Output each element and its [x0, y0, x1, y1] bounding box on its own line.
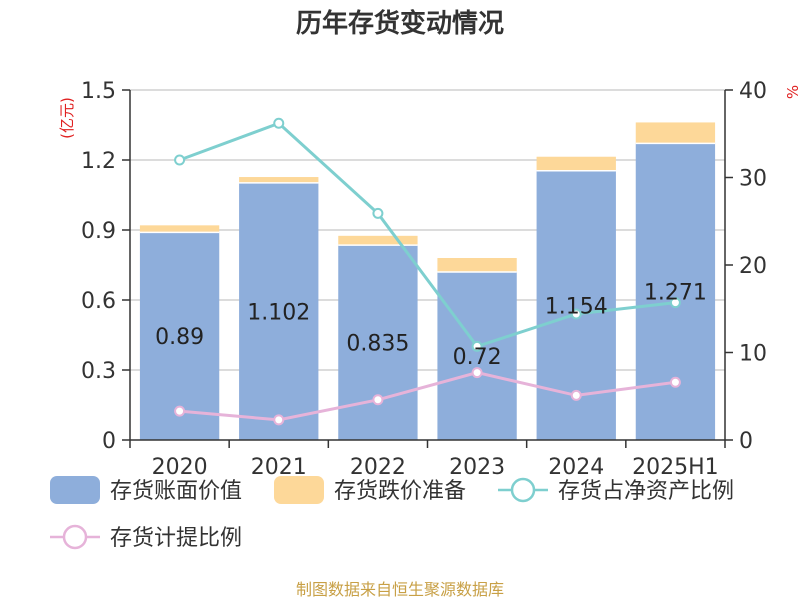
bar-impairment-provision	[536, 156, 616, 171]
left-tick-label: 1.2	[81, 149, 116, 174]
left-tick-label: 0.9	[81, 219, 116, 244]
bar-impairment-provision	[437, 258, 517, 272]
right-axis-unit: %	[784, 85, 800, 99]
bar-value-label: 0.835	[346, 332, 409, 357]
legend-marker	[510, 477, 536, 503]
x-tick-label: 2020	[152, 455, 208, 480]
bar-impairment-provision	[239, 177, 319, 183]
x-tick-label: 2024	[548, 455, 604, 480]
legend-swatch	[274, 476, 324, 504]
left-tick-label: 1.5	[81, 79, 116, 104]
line-point	[570, 308, 582, 320]
left-tick-label: 0	[102, 429, 116, 454]
bar-book-value	[239, 182, 319, 440]
data-labels: 0.89 1.102 0.835 0.72 1.154 1.271	[155, 281, 707, 370]
right-tick-label: 20	[739, 254, 767, 279]
left-tick-label: 0.3	[81, 359, 116, 384]
x-tick-label: 2025H1	[632, 455, 719, 480]
line-point	[174, 405, 186, 417]
right-tick-label: 0	[739, 429, 753, 454]
line-point	[471, 340, 483, 352]
bar-impairment-provision	[139, 225, 220, 233]
line-point	[570, 389, 582, 401]
legend-label: 存货计提比例	[110, 526, 242, 551]
x-tick-label: 2022	[350, 455, 406, 480]
bar-value-label: 1.154	[545, 294, 608, 319]
line-point	[669, 297, 681, 309]
right-tick-label: 40	[739, 79, 767, 104]
legend-label: 存货账面价值	[110, 479, 242, 504]
line-series	[179, 371, 676, 422]
bar-value-label: 1.271	[644, 281, 707, 306]
x-tick-label: 2021	[251, 455, 307, 480]
legend-swatch	[50, 476, 100, 504]
bar-book-value	[338, 245, 418, 440]
legend-label: 存货占净资产比例	[558, 479, 734, 504]
right-tick-label: 10	[739, 342, 767, 367]
bars	[139, 122, 716, 440]
bar-book-value	[635, 143, 716, 440]
line-point	[372, 207, 384, 219]
bar-book-value	[437, 272, 517, 440]
line-point	[174, 154, 186, 166]
source-note: 制图数据来自恒生聚源数据库	[296, 580, 504, 599]
chart-title: 历年存货变动情况	[296, 8, 504, 39]
bar-book-value	[139, 232, 220, 440]
bar-value-label: 0.72	[453, 345, 502, 370]
legend-marker	[62, 524, 88, 550]
gridlines	[130, 89, 725, 371]
bar-value-label: 1.102	[247, 300, 310, 325]
line-point	[273, 414, 285, 426]
line-series	[179, 121, 676, 349]
left-axis-unit: (亿元)	[58, 97, 76, 139]
line-point	[372, 394, 384, 406]
right-tick-label: 30	[739, 167, 767, 192]
line-point	[273, 117, 285, 129]
bar-impairment-provision	[635, 122, 716, 144]
bar-value-label: 0.89	[155, 325, 204, 350]
line-point	[669, 376, 681, 388]
legend-label: 存货跌价准备	[334, 479, 466, 504]
bar-impairment-provision	[338, 235, 418, 246]
left-tick-label: 0.6	[81, 289, 116, 314]
x-tick-label: 2023	[449, 455, 505, 480]
axes: 0 0.3 0.6 0.9 1.2 1.5 0 10 20 30 40 2020 2021 2022 202…	[81, 79, 767, 480]
line-point	[471, 367, 483, 379]
lines	[174, 117, 681, 426]
